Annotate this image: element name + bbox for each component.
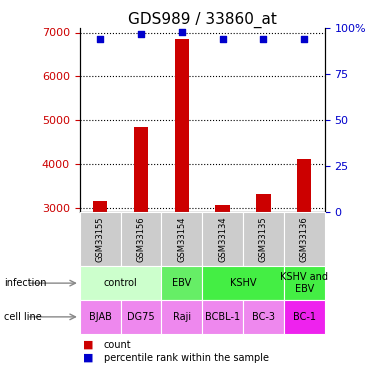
Text: cell line: cell line [4, 312, 42, 322]
Text: BCBL-1: BCBL-1 [205, 312, 240, 322]
FancyBboxPatch shape [80, 212, 121, 266]
Text: GSM33156: GSM33156 [137, 216, 145, 262]
Point [301, 36, 307, 42]
Text: ■: ■ [83, 353, 94, 363]
Point [260, 36, 266, 42]
Text: BJAB: BJAB [89, 312, 112, 322]
Text: GSM33134: GSM33134 [218, 216, 227, 262]
FancyBboxPatch shape [121, 212, 161, 266]
Text: GSM33136: GSM33136 [300, 216, 309, 262]
Text: Raji: Raji [173, 312, 191, 322]
Text: DG75: DG75 [127, 312, 155, 322]
Text: BC-3: BC-3 [252, 312, 275, 322]
Text: GSM33155: GSM33155 [96, 216, 105, 262]
FancyBboxPatch shape [202, 300, 243, 334]
FancyBboxPatch shape [202, 266, 284, 300]
FancyBboxPatch shape [161, 266, 202, 300]
Text: KSHV and
EBV: KSHV and EBV [280, 272, 328, 294]
FancyBboxPatch shape [80, 300, 121, 334]
Point [179, 29, 185, 35]
FancyBboxPatch shape [161, 212, 202, 266]
Text: ■: ■ [83, 340, 94, 350]
FancyBboxPatch shape [80, 266, 161, 300]
Text: infection: infection [4, 278, 46, 288]
FancyBboxPatch shape [161, 300, 202, 334]
Title: GDS989 / 33860_at: GDS989 / 33860_at [128, 12, 277, 28]
Text: BC-1: BC-1 [293, 312, 316, 322]
Text: control: control [104, 278, 137, 288]
FancyBboxPatch shape [202, 212, 243, 266]
FancyBboxPatch shape [243, 212, 284, 266]
Text: count: count [104, 340, 131, 350]
Text: GSM33135: GSM33135 [259, 216, 268, 262]
Text: EBV: EBV [172, 278, 191, 288]
Point [138, 31, 144, 37]
FancyBboxPatch shape [284, 300, 325, 334]
FancyBboxPatch shape [121, 300, 161, 334]
Text: percentile rank within the sample: percentile rank within the sample [104, 353, 269, 363]
Text: GSM33154: GSM33154 [177, 216, 186, 262]
Bar [134, 127, 148, 212]
FancyBboxPatch shape [284, 266, 325, 300]
FancyBboxPatch shape [284, 212, 325, 266]
Bar [93, 201, 107, 212]
FancyBboxPatch shape [243, 300, 284, 334]
Bar [297, 159, 311, 212]
Point [220, 36, 226, 42]
Text: KSHV: KSHV [230, 278, 256, 288]
Bar [175, 39, 189, 212]
Point [97, 36, 103, 42]
Bar [216, 206, 230, 212]
Bar [256, 194, 270, 212]
